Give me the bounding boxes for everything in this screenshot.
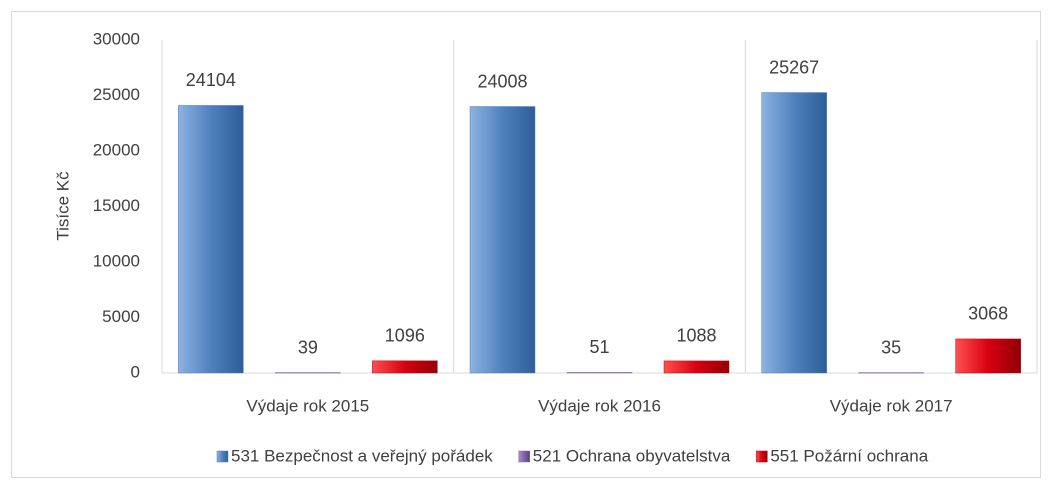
bar xyxy=(761,92,827,374)
y-tick-label: 10000 xyxy=(93,251,140,270)
value-label: 39 xyxy=(298,337,318,357)
bar xyxy=(372,360,438,374)
y-tick-label: 15000 xyxy=(93,196,140,215)
y-axis-label: Tisíce Kč xyxy=(53,171,72,241)
value-label: 24104 xyxy=(186,70,236,90)
bar xyxy=(858,372,924,374)
value-label: 51 xyxy=(589,337,609,357)
bar xyxy=(469,106,536,374)
y-tick-label: 5000 xyxy=(102,307,140,326)
value-label: 1088 xyxy=(676,326,716,346)
value-label: 24008 xyxy=(477,71,527,91)
value-label: 35 xyxy=(881,337,901,357)
legend-swatch xyxy=(518,450,531,463)
x-tick-label: Výdaje rok 2016 xyxy=(538,396,661,415)
value-label: 1096 xyxy=(385,326,425,346)
value-label: 25267 xyxy=(769,57,819,77)
x-tick-label: Výdaje rok 2017 xyxy=(830,396,953,415)
y-tick-label: 30000 xyxy=(93,29,140,48)
bar xyxy=(275,372,341,374)
x-tick-label: Výdaje rok 2015 xyxy=(246,396,369,415)
legend-label: 551 Požární ochrana xyxy=(770,446,928,465)
value-label: 3068 xyxy=(968,304,1008,324)
bar xyxy=(566,372,633,374)
legend-swatch xyxy=(756,450,768,463)
y-tick-label: 0 xyxy=(131,362,140,381)
legend-swatch xyxy=(216,450,229,463)
y-tick-label: 25000 xyxy=(93,85,140,104)
y-tick-label: 20000 xyxy=(93,140,140,159)
bar xyxy=(955,338,1021,374)
bar xyxy=(178,105,244,374)
legend-label: 521 Ochrana obyvatelstva xyxy=(533,446,731,465)
legend-label: 531 Bezpečnost a veřejný pořádek xyxy=(231,446,493,465)
bar xyxy=(663,360,730,374)
